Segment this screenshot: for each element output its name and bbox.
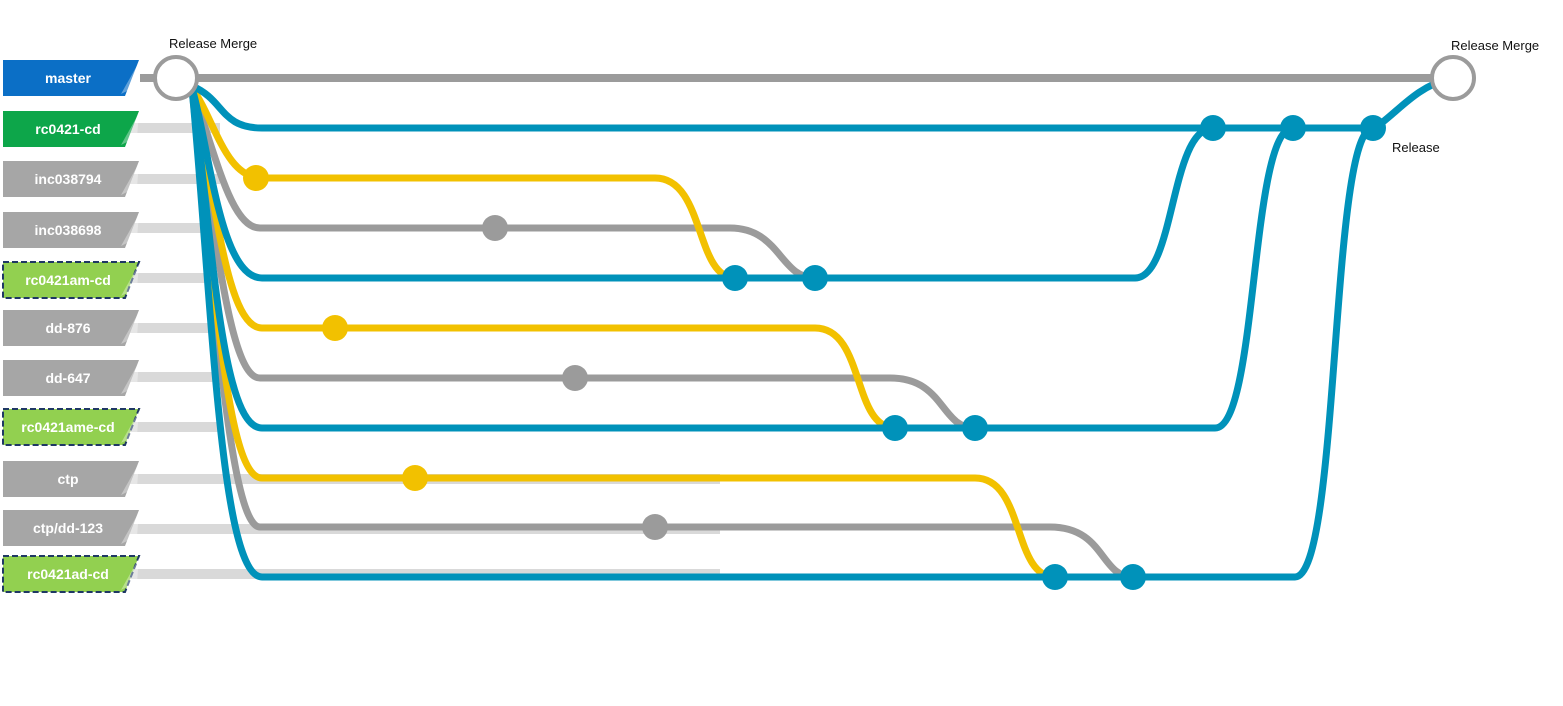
branch-tag-body	[3, 360, 139, 396]
branch-tag-label: inc038698	[35, 222, 102, 238]
release-merge-start-node	[153, 55, 199, 101]
branch-tag-fold	[121, 214, 139, 246]
release-commit	[1280, 115, 1306, 141]
branch-tag-fold	[121, 512, 139, 544]
branch-tag-label: dd-647	[45, 370, 90, 386]
release-line-rc0421ad-cd	[188, 84, 1377, 581]
branch-tag-body	[2, 555, 141, 593]
branch-tag-label: master	[45, 70, 91, 86]
release-merge-end-label: Release Merge	[1451, 38, 1539, 53]
branch-tag-fold	[121, 463, 139, 495]
release-line-rc0421ame-cd	[188, 84, 1297, 432]
branch-tag-rc0421ame-cd: rc0421ame-cd	[2, 408, 141, 446]
branch-tag-body	[3, 60, 139, 96]
release-lines	[188, 74, 1454, 581]
branch-tag-fold	[121, 411, 139, 443]
branch-tag-body	[3, 510, 139, 546]
branch-tag-body	[3, 161, 139, 197]
branch-tag-body	[2, 261, 141, 299]
hotfix-commit	[642, 514, 668, 540]
lane-track	[130, 174, 220, 184]
branch-tag-fold	[121, 362, 139, 394]
branch-tag-master: master	[3, 60, 139, 96]
merge-commit	[962, 415, 988, 441]
merge-commit	[1042, 564, 1068, 590]
branch-tag-fold	[121, 312, 139, 344]
branch-tag-label: ctp	[58, 471, 79, 487]
lane-track	[130, 372, 220, 382]
branch-labels: master rc0421-cd inc038794 inc038698 rc0421a…	[2, 60, 141, 593]
merge-commit	[1120, 564, 1146, 590]
lane-track	[130, 273, 220, 283]
branch-tag-inc038794: inc038794	[3, 161, 139, 197]
branch-tag-label: inc038794	[35, 171, 102, 187]
branch-tag-label: rc0421am-cd	[25, 272, 111, 288]
branch-tag-fold	[121, 62, 139, 94]
hotfix-line-inc038698	[188, 86, 819, 282]
merge-commit	[722, 265, 748, 291]
feature-commit	[243, 165, 269, 191]
branch-tag-dd-876: dd-876	[3, 310, 139, 346]
branch-tag-body	[3, 310, 139, 346]
merge-commit	[882, 415, 908, 441]
branch-tag-body	[2, 408, 141, 446]
branch-tag-fold	[121, 113, 139, 145]
lane-track	[130, 223, 220, 233]
branch-tag-label: ctp/dd-123	[33, 520, 103, 536]
branch-tag-label: dd-876	[45, 320, 90, 336]
branch-tag-fold	[121, 163, 139, 195]
branch-tag-rc0421am-cd: rc0421am-cd	[2, 261, 141, 299]
branch-tag-ctp-dd-123: ctp/dd-123	[3, 510, 139, 546]
hotfix-commit	[562, 365, 588, 391]
branch-tag-label: rc0421-cd	[35, 121, 100, 137]
release-label: Release	[1392, 140, 1440, 155]
release-commit	[1360, 115, 1386, 141]
branch-tag-body	[3, 212, 139, 248]
branch-tag-dd-647: dd-647	[3, 360, 139, 396]
release-merge-end-node	[1430, 55, 1476, 101]
release-line-rc0421am-cd	[188, 84, 1217, 282]
branch-tag-ctp: ctp	[3, 461, 139, 497]
merge-commit	[802, 265, 828, 291]
release-line-rc0421-cd	[188, 74, 1454, 132]
branch-tag-fold	[121, 264, 139, 296]
feature-line-inc038794	[188, 84, 739, 282]
feature-line-ctp	[188, 84, 1059, 581]
commits	[243, 115, 1386, 590]
feature-commit	[322, 315, 348, 341]
branch-tag-body	[3, 461, 139, 497]
branch-tag-fold	[121, 558, 139, 590]
branch-tag-body	[3, 111, 139, 147]
branch-tag-inc038698: inc038698	[3, 212, 139, 248]
lane-track	[130, 323, 220, 333]
branch-tag-label: rc0421ad-cd	[27, 566, 109, 582]
lane-track	[130, 422, 220, 432]
release-commit	[1200, 115, 1226, 141]
hotfix-commit	[482, 215, 508, 241]
branch-tag-rc0421ad-cd: rc0421ad-cd	[2, 555, 141, 593]
feature-lines	[188, 84, 1059, 581]
release-merge-start-label: Release Merge	[169, 36, 257, 51]
feature-commit	[402, 465, 428, 491]
lane-track	[130, 123, 220, 133]
branch-tag-rc0421-cd: rc0421-cd	[3, 111, 139, 147]
branch-tag-label: rc0421ame-cd	[21, 419, 114, 435]
